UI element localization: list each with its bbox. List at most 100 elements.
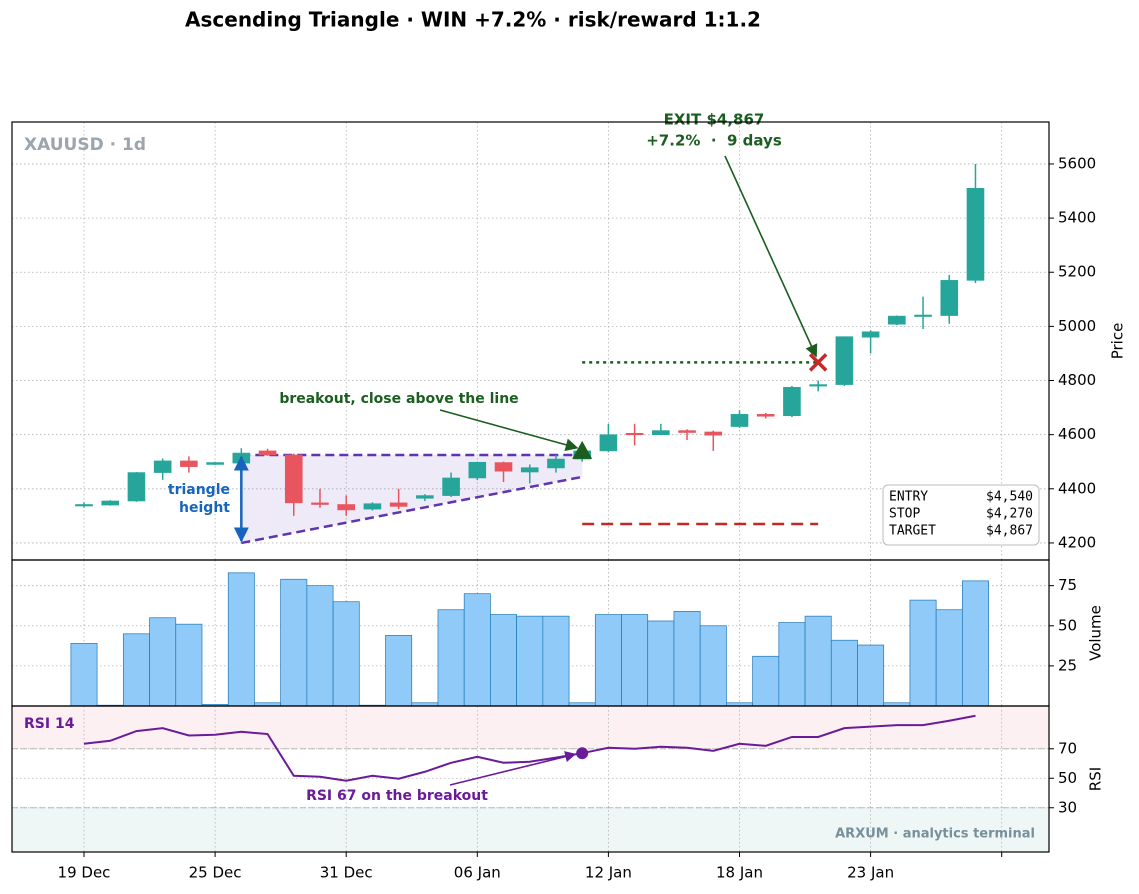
candle-body [75, 504, 93, 507]
candle-body [940, 280, 959, 316]
candle-body [206, 462, 224, 465]
triangle-height-label: triangle height [168, 482, 230, 516]
rsi-label: RSI 14 [24, 716, 75, 732]
candle-body [547, 458, 565, 469]
label-line: height [179, 500, 230, 516]
candle-body [888, 315, 906, 325]
triangle-area [241, 454, 583, 543]
y-tick-label: 4800 [1058, 371, 1096, 389]
candle-body [520, 467, 539, 473]
level-value: $4,540 [986, 490, 1033, 505]
candle-body [914, 314, 932, 317]
symbol-label: XAUUSD · 1d [24, 135, 146, 155]
volume-bar [70, 643, 98, 707]
y-tick-label: 50 [1058, 769, 1077, 787]
volume-bar [778, 622, 806, 707]
candle-body [652, 430, 670, 435]
breakout-label: breakout, close above the line [279, 391, 518, 407]
candle-body [389, 502, 408, 507]
volume-bar [647, 620, 675, 707]
candle-body [468, 461, 487, 479]
volume-bar [490, 614, 517, 707]
candle-body [704, 431, 723, 436]
y-tick-label: 50 [1058, 616, 1077, 634]
y-axis-label: RSI [1087, 767, 1105, 791]
y-tick-label: 5400 [1058, 209, 1096, 227]
y-tick-label: 4400 [1058, 479, 1096, 497]
exit-label: EXIT $4,867 [664, 111, 765, 129]
volume-bar [149, 617, 177, 707]
volume-bar [857, 644, 885, 707]
entry-marker [572, 440, 593, 459]
y-tick-label: 5200 [1058, 263, 1096, 281]
candle-body [337, 504, 356, 511]
volume-bar [122, 633, 150, 707]
volume-bar [830, 639, 858, 707]
y-axis-label: Price [1109, 323, 1127, 360]
candle-body [494, 462, 513, 472]
y-tick-label: 5000 [1058, 317, 1096, 335]
level-name: STOP [889, 507, 920, 522]
volume-bar [935, 609, 963, 707]
x-tick-label: 25 Dec [189, 864, 242, 882]
volume-bar [175, 623, 203, 707]
oversold-band [12, 807, 1049, 852]
rsi-annotation-arrow [449, 751, 577, 786]
candle-body [258, 450, 277, 456]
volume-bar [542, 615, 570, 707]
x-tick-label: 18 Jan [716, 864, 763, 882]
x-tick-label: 06 Jan [454, 864, 501, 882]
candle-body [783, 386, 801, 417]
candle-body [416, 495, 434, 499]
volume-bar [962, 580, 989, 707]
candle-body [599, 434, 618, 452]
rsi-breakout-marker [576, 747, 589, 760]
y-tick-label: 30 [1058, 798, 1077, 816]
candle-body [442, 477, 460, 496]
candle-body [756, 414, 775, 417]
volume-bar [332, 601, 360, 707]
level-name: ENTRY [889, 490, 928, 505]
volume-bar [594, 614, 622, 707]
candle-body [861, 331, 880, 338]
candle-body [284, 454, 303, 504]
candle-body [180, 460, 198, 467]
watermark: ARXUM · analytics terminal [835, 827, 1035, 842]
x-tick-label: 12 Jan [585, 864, 632, 882]
level-name: TARGET [889, 524, 936, 539]
exit-detail: +7.2% · 9 days [646, 132, 782, 150]
candle-body [311, 502, 329, 505]
y-tick-label: 4200 [1058, 533, 1096, 551]
candle-body [153, 460, 172, 473]
candle-body [730, 414, 749, 427]
volume-bar [909, 599, 937, 707]
candle-body [363, 503, 382, 510]
label-line: triangle [168, 482, 230, 498]
y-tick-label: 25 [1058, 656, 1077, 674]
breakout-arrow [439, 409, 579, 452]
rsi-annotation: RSI 67 on the breakout [306, 788, 488, 804]
level-value: $4,270 [986, 507, 1033, 522]
candle-body [127, 472, 146, 502]
exit-marker [808, 353, 828, 372]
volume-bar [463, 593, 491, 707]
volume-bar [437, 609, 465, 707]
rsi-line [83, 714, 976, 782]
candle-body [809, 384, 827, 387]
x-tick-label: 23 Jan [847, 864, 894, 882]
levels-box [882, 484, 1040, 546]
candle-body [101, 500, 120, 506]
y-tick-label: 4600 [1058, 425, 1096, 443]
level-value: $4,867 [986, 524, 1033, 539]
volume-bar [752, 655, 780, 707]
x-tick-label: 19 Dec [58, 864, 111, 882]
y-tick-label: 75 [1058, 576, 1077, 594]
volume-bar [804, 615, 832, 707]
candle-body [678, 430, 696, 433]
volume-bar [227, 572, 255, 707]
chart-title: Ascending Triangle · WIN +7.2% · risk/re… [185, 8, 761, 32]
y-tick-label: 5600 [1058, 154, 1096, 172]
volume-bar [306, 585, 334, 707]
candle-body [625, 433, 644, 436]
